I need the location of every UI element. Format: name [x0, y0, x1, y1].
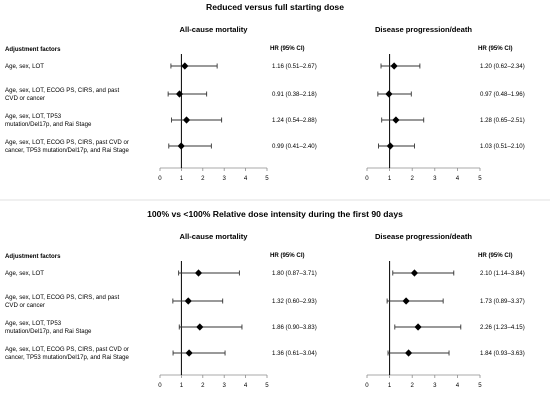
hr-point-marker [404, 349, 413, 357]
x-tick-label: 1 [388, 382, 392, 389]
hr-ci-value: 1.86 (0.90–3.83) [272, 324, 317, 331]
hr-point-marker [414, 323, 422, 331]
x-tick-label: 1 [180, 382, 184, 389]
hr-point-marker [177, 142, 185, 150]
adjustment-factor-label: Age, sex, LOT [5, 63, 44, 70]
x-tick-label: 3 [433, 382, 437, 389]
hr-ci-header: HR (95% CI) [270, 45, 305, 52]
panel-title: Disease progression/death [375, 232, 472, 241]
hr-ci-header: HR (95% CI) [270, 252, 305, 259]
hr-ci-header: HR (95% CI) [478, 45, 513, 52]
adjustment-factor-label: CVD or cancer [5, 302, 45, 309]
x-tick-label: 2 [201, 175, 205, 182]
hr-point-marker [385, 90, 393, 98]
adjustment-factor-label: Age, sex, LOT, ECOG PS, CIRS, and past [5, 294, 119, 301]
x-tick-label: 5 [265, 175, 269, 182]
hr-ci-value: 1.03 (0.51–2.10) [480, 143, 525, 150]
x-tick-label: 0 [365, 175, 369, 182]
hr-point-marker [386, 142, 394, 150]
x-tick-label: 3 [223, 382, 227, 389]
forest-panel: Disease progression/death HR (95% CI) 0 1 2 3… [365, 25, 524, 182]
hr-point-marker [194, 269, 203, 277]
hr-ci-value: 0.97 (0.48–1.96) [480, 91, 525, 98]
hr-point-marker [175, 90, 184, 98]
adjustment-factor-label: Age, sex, LOT, ECOG PS, CIRS, past CVD o… [5, 139, 129, 146]
hr-point-marker [184, 297, 192, 305]
hr-ci-value: 1.80 (0.87–3.71) [272, 270, 317, 277]
hr-point-marker [196, 323, 204, 331]
x-tick-label: 2 [201, 382, 205, 389]
adjustment-factors-header: Adjustment factors [5, 253, 61, 260]
hr-ci-value: 1.24 (0.54–2.88) [272, 117, 317, 124]
adjustment-factor-label: Age, sex, LOT, ECOG PS, CIRS, past CVD o… [5, 346, 129, 353]
forest-panel: All-cause mortality HR (95% CI) 0 1 2 3 4 5 1.80… [158, 232, 316, 389]
x-tick-label: 1 [180, 175, 184, 182]
hr-point-marker [392, 116, 400, 124]
x-tick-label: 5 [478, 175, 482, 182]
x-tick-label: 2 [411, 175, 415, 182]
x-tick-label: 4 [244, 382, 248, 389]
hr-point-marker [181, 62, 189, 70]
hr-ci-value: 0.91 (0.38–2.18) [272, 91, 317, 98]
hr-ci-value: 1.16 (0.51–2.67) [272, 63, 317, 70]
x-tick-label: 3 [433, 175, 437, 182]
x-tick-label: 0 [158, 175, 162, 182]
hr-point-marker [185, 349, 193, 357]
x-tick-label: 1 [388, 175, 392, 182]
x-tick-label: 4 [244, 175, 248, 182]
adjustment-factor-label: cancer, TP53 mutation/Del17p, and Rai St… [5, 147, 129, 154]
x-tick-label: 4 [456, 175, 460, 182]
x-tick-label: 5 [265, 382, 269, 389]
x-tick-label: 3 [223, 175, 227, 182]
panel-title: All-cause mortality [180, 232, 249, 241]
hr-ci-value: 1.20 (0.62–2.34) [480, 63, 525, 70]
hr-ci-value: 1.36 (0.61–3.04) [272, 350, 317, 357]
adjustment-factor-label: Age, sex, LOT, TP53 [5, 320, 62, 327]
x-tick-label: 5 [478, 382, 482, 389]
hr-ci-value: 1.32 (0.60–2.93) [272, 298, 317, 305]
hr-ci-value: 2.26 (1.23–4.15) [480, 324, 525, 331]
x-tick-label: 2 [411, 382, 415, 389]
hr-ci-value: 2.10 (1.14–3.84) [480, 270, 525, 277]
forest-panel: All-cause mortality HR (95% CI) 0 1 2 3 4 5 1.16… [158, 25, 316, 182]
hr-point-marker [410, 269, 419, 277]
adjustment-factor-label: Age, sex, LOT, ECOG PS, CIRS, and past [5, 87, 119, 94]
hr-ci-value: 1.73 (0.89–3.37) [480, 298, 525, 305]
forest-panel: Disease progression/death HR (95% CI) 0 1 2 3… [365, 232, 524, 389]
hr-point-marker [182, 116, 191, 124]
adjustment-factor-label: CVD or cancer [5, 95, 45, 102]
x-tick-label: 0 [158, 382, 162, 389]
panel-title: All-cause mortality [180, 25, 249, 34]
hr-point-marker [390, 62, 398, 70]
adjustment-factors-header: Adjustment factors [5, 46, 61, 53]
x-tick-label: 4 [456, 382, 460, 389]
adjustment-factor-label: Age, sex, LOT, TP53 [5, 113, 62, 120]
x-tick-label: 0 [365, 382, 369, 389]
section-title: 100% vs <100% Relative dose intensity du… [147, 209, 403, 219]
adjustment-factor-label: mutation/Del17p, and Rai Stage [5, 121, 92, 128]
section-title: Reduced versus full starting dose [206, 2, 344, 12]
hr-ci-value: 1.84 (0.93–3.63) [480, 350, 525, 357]
panel-title: Disease progression/death [375, 25, 472, 34]
hr-ci-header: HR (95% CI) [478, 252, 513, 259]
adjustment-factor-label: Age, sex, LOT [5, 270, 44, 277]
hr-ci-value: 0.99 (0.41–2.40) [272, 143, 317, 150]
adjustment-factor-label: cancer, TP53 mutation/Del17p, and Rai St… [5, 354, 129, 361]
adjustment-factor-label: mutation/Del17p, and Rai Stage [5, 328, 92, 335]
hr-point-marker [402, 297, 410, 305]
hr-ci-value: 1.28 (0.65–2.51) [480, 117, 525, 124]
